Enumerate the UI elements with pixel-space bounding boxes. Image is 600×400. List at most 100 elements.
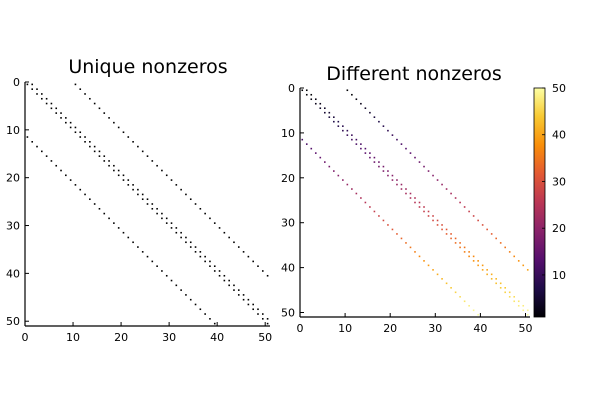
nonzero-cell — [170, 279, 173, 282]
nonzero-cell — [122, 231, 125, 234]
nonzero-cell — [156, 265, 158, 267]
y-tick-label: 0 — [13, 76, 20, 89]
matrix-cells — [26, 83, 269, 325]
nonzero-cell — [209, 265, 211, 267]
nonzero-cell — [414, 251, 416, 253]
nonzero-cell — [209, 217, 211, 220]
nonzero-cell — [89, 97, 91, 100]
nonzero-cell — [324, 111, 326, 114]
nonzero-cell — [26, 136, 29, 138]
nonzero-cell — [432, 219, 434, 222]
nonzero-cell — [450, 233, 452, 235]
nonzero-cell — [423, 210, 425, 213]
nonzero-cell — [69, 126, 72, 129]
nonzero-cell — [74, 83, 77, 86]
nonzero-cell — [103, 212, 106, 215]
x-tick-label: 10 — [66, 331, 80, 344]
nonzero-cell — [161, 212, 163, 215]
nonzero-cell — [60, 117, 62, 119]
nonzero-cell — [504, 291, 506, 294]
nonzero-cell — [414, 201, 416, 204]
matrix-cells — [301, 89, 529, 316]
nonzero-cell — [382, 219, 385, 222]
nonzero-cell — [337, 125, 340, 127]
nonzero-cell — [266, 322, 269, 325]
nonzero-cell — [242, 298, 245, 301]
y-tick-label: 20 — [281, 172, 295, 185]
nonzero-cell — [364, 147, 367, 150]
nonzero-cell — [364, 107, 367, 110]
nonzero-cell — [233, 289, 235, 291]
nonzero-cell — [108, 217, 110, 220]
nonzero-cell — [504, 287, 506, 289]
nonzero-cell — [418, 161, 421, 163]
nonzero-cell — [319, 102, 322, 105]
nonzero-cell — [364, 201, 367, 204]
nonzero-cell — [93, 145, 96, 148]
nonzero-cell — [463, 206, 466, 208]
nonzero-cell — [98, 107, 101, 110]
y-tick-label: 40 — [6, 267, 20, 280]
nonzero-cell — [463, 300, 466, 303]
nonzero-cell — [486, 273, 488, 276]
nonzero-cell — [180, 231, 182, 234]
nonzero-cell — [526, 309, 529, 312]
nonzero-cell — [257, 265, 259, 267]
nonzero-cell — [69, 179, 72, 181]
nonzero-cell — [194, 303, 197, 306]
nonzero-cell — [237, 289, 240, 291]
nonzero-cell — [495, 278, 497, 280]
nonzero-cell — [141, 150, 144, 153]
nonzero-cell — [165, 222, 168, 224]
nonzero-cell — [400, 183, 403, 186]
x-tick-label: 40 — [473, 322, 487, 335]
nonzero-cell — [122, 174, 125, 177]
nonzero-cell — [382, 125, 385, 127]
nonzero-cell — [441, 228, 443, 231]
nonzero-cell — [355, 98, 358, 101]
nonzero-cell — [333, 116, 335, 118]
nonzero-cell — [65, 174, 67, 177]
nonzero-cell — [310, 93, 313, 96]
nonzero-cell — [441, 224, 443, 226]
nonzero-cell — [170, 222, 173, 224]
nonzero-cell — [301, 89, 304, 92]
nonzero-cell — [423, 206, 425, 208]
nonzero-cell — [141, 251, 144, 253]
nonzero-cell — [218, 270, 221, 272]
x-tick-label: 30 — [162, 331, 176, 344]
nonzero-cell — [146, 203, 149, 205]
nonzero-cell — [522, 304, 525, 307]
nonzero-cell — [199, 207, 202, 210]
nonzero-cell — [218, 274, 221, 277]
nonzero-cell — [499, 282, 502, 285]
nonzero-cell — [228, 236, 230, 239]
nonzero-cell — [175, 227, 178, 229]
nonzero-cell — [508, 291, 511, 294]
nonzero-cell — [391, 174, 394, 177]
nonzero-cell — [31, 83, 34, 86]
nonzero-cell — [314, 102, 317, 105]
nonzero-cell — [351, 138, 353, 141]
nonzero-cell — [252, 303, 254, 306]
nonzero-cell — [213, 270, 216, 272]
nonzero-cell — [369, 152, 371, 154]
nonzero-cell — [472, 260, 475, 262]
nonzero-cell — [31, 141, 34, 143]
nonzero-cell — [405, 188, 407, 190]
nonzero-cell — [369, 111, 371, 114]
nonzero-cell — [180, 188, 182, 191]
y-tick-label: 0 — [288, 82, 295, 95]
nonzero-cell — [98, 207, 101, 210]
nonzero-cell — [337, 120, 340, 123]
colorbar-tick-label: 50 — [552, 82, 566, 95]
nonzero-cell — [151, 260, 154, 263]
nonzero-cell — [481, 269, 484, 271]
nonzero-cell — [146, 255, 149, 258]
nonzero-cell — [223, 279, 226, 282]
nonzero-cell — [378, 165, 380, 168]
colorbar: 10 20 30 40 50 — [533, 82, 566, 318]
nonzero-cell — [490, 273, 493, 276]
nonzero-cell — [427, 215, 430, 217]
nonzero-cell — [400, 237, 403, 240]
